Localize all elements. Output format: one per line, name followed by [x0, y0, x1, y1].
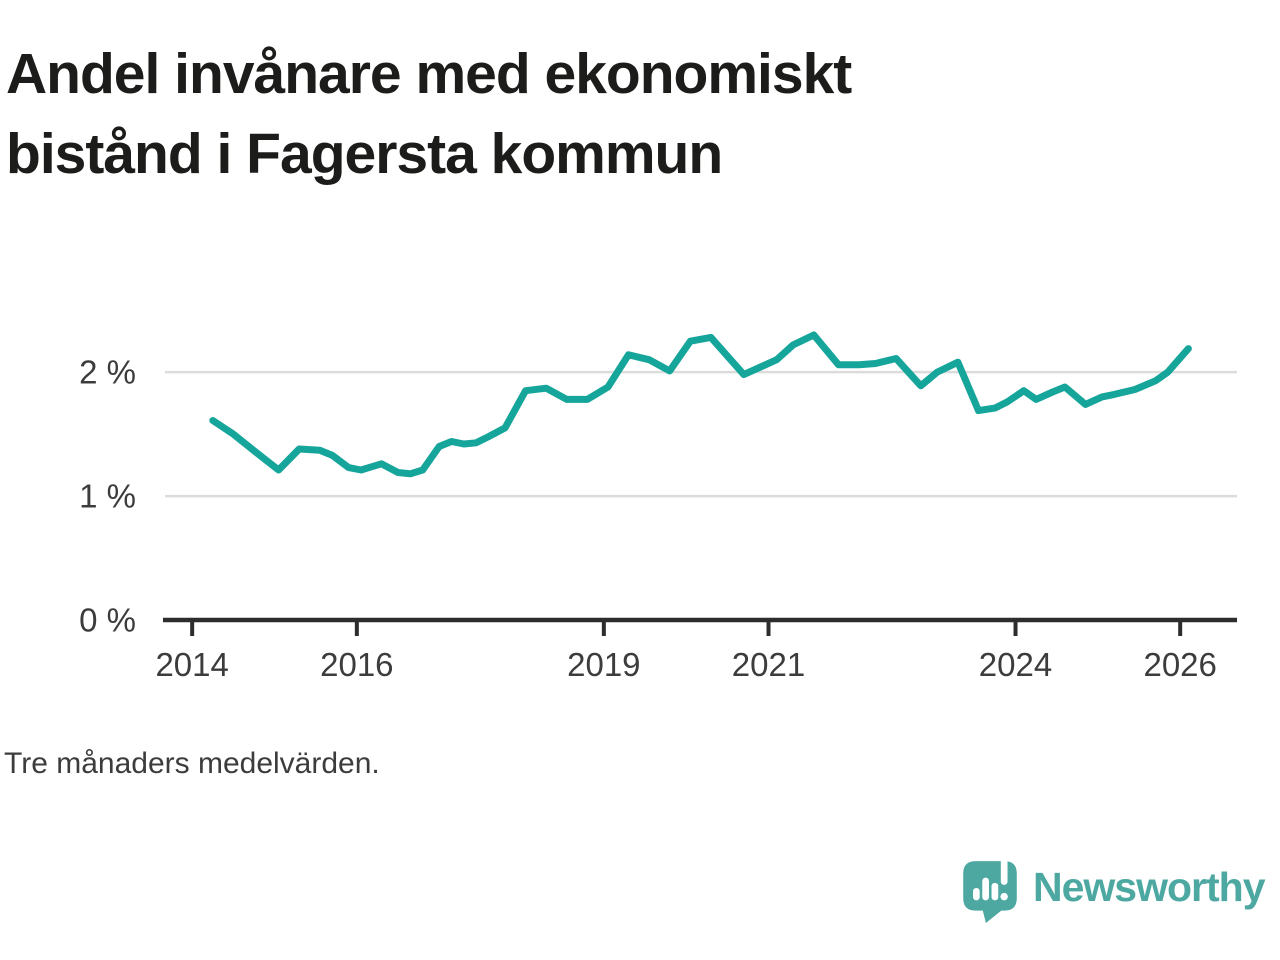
x-tick-label: 2024 — [979, 646, 1052, 683]
bar-icon-medium — [991, 882, 999, 901]
x-tick-label: 2016 — [320, 646, 393, 683]
y-tick-label: 0 % — [79, 602, 136, 639]
newsworthy-logo: Newsworthy — [961, 855, 1280, 935]
x-tick-label: 2014 — [155, 646, 228, 683]
axis-labels: 0 % 1 % 2 % 2014 2016 2019 2021 2024 2026 — [79, 354, 1217, 683]
bar-icon-tall — [982, 877, 989, 901]
y-tick-label: 1 % — [79, 478, 136, 515]
exclamation-bar-icon — [1000, 856, 1008, 885]
data-line — [209, 331, 1192, 478]
bar-icon-small — [973, 887, 980, 901]
chart-title-line2: bistånd i Fagersta kommun — [6, 122, 723, 186]
bar-chart-speech-bubble-icon — [963, 856, 1017, 923]
speech-bubble-shape — [963, 861, 1017, 923]
x-tick-label: 2019 — [567, 646, 640, 683]
exclamation-dot-icon — [1000, 892, 1008, 901]
y-tick-label: 2 % — [79, 354, 136, 391]
data-series — [209, 331, 1192, 478]
footnote: Tre månaders medelvärden. — [4, 747, 380, 780]
newsworthy-wordmark: Newsworthy — [1033, 864, 1265, 910]
x-tick-label: 2026 — [1143, 646, 1216, 683]
x-tick-label: 2021 — [732, 646, 805, 683]
chart-title-line1: Andel invånare med ekonomiskt — [6, 42, 852, 106]
chart-title: Andel invånare med ekonomiskt bistånd i … — [6, 34, 1156, 194]
x-axis — [163, 617, 1237, 636]
gridlines — [165, 370, 1237, 498]
